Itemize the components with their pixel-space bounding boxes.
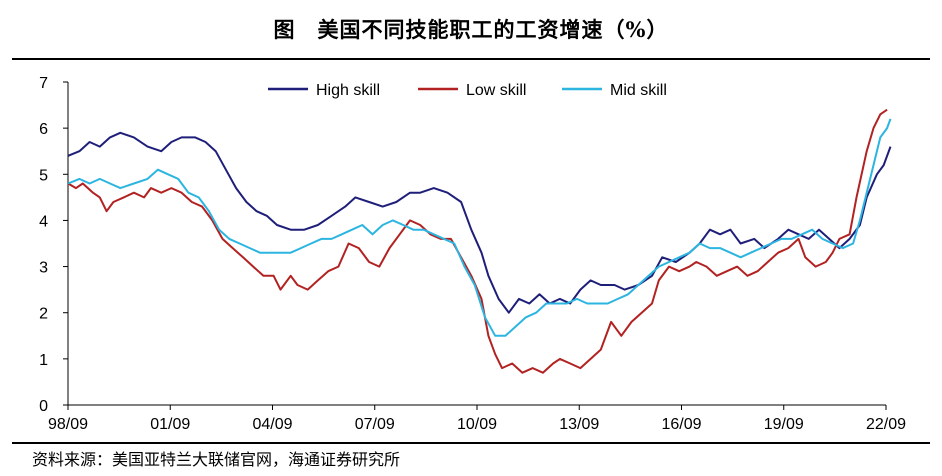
series-line-high-skill (67, 131, 892, 314)
source-note: 资料来源：美国亚特兰大联储官网，海通证券研究所 (32, 450, 401, 469)
y-tick-label: 7 (39, 75, 48, 92)
x-tick-label: 01/09 (150, 416, 190, 433)
y-tick-label: 1 (39, 352, 48, 369)
x-tick-label: 19/09 (764, 416, 804, 433)
y-tick-label: 3 (39, 260, 48, 277)
chart-series-lines (67, 108, 892, 374)
x-tick-label: 16/09 (661, 416, 701, 433)
series-line-low-skill (67, 108, 888, 374)
top-rule (12, 58, 930, 60)
x-tick-label: 10/09 (457, 416, 497, 433)
chart-legend: High skill Low skill Mid skill (268, 82, 667, 99)
x-tick-label: 13/09 (559, 416, 599, 433)
legend-label: High skill (316, 82, 380, 99)
y-tick-label: 6 (39, 121, 48, 138)
series-line-mid-skill (67, 118, 892, 337)
y-tick-label: 0 (39, 398, 48, 415)
x-tick-label: 22/09 (866, 416, 906, 433)
chart-title: 图 美国不同技能职工的工资增速（%） (273, 17, 669, 42)
bottom-rule (12, 442, 930, 444)
title-band: 图 美国不同技能职工的工资增速（%） (0, 0, 942, 60)
legend-label: Mid skill (610, 82, 667, 99)
chart-axes: 0 1 2 3 4 5 6 7 98/09 01/09 04/09 07/09 10/09 13/09 16… (39, 75, 906, 433)
y-tick-label: 4 (39, 213, 48, 230)
y-tick-label: 2 (39, 306, 48, 323)
x-tick-label: 07/09 (355, 416, 395, 433)
y-tick-label: 5 (39, 167, 48, 184)
line-chart: 0 1 2 3 4 5 6 7 98/09 01/09 04/09 07/09 10/09 13/09 16… (39, 75, 906, 433)
legend-label: Low skill (466, 82, 526, 99)
x-tick-label: 04/09 (252, 416, 292, 433)
x-tick-label: 98/09 (48, 416, 88, 433)
